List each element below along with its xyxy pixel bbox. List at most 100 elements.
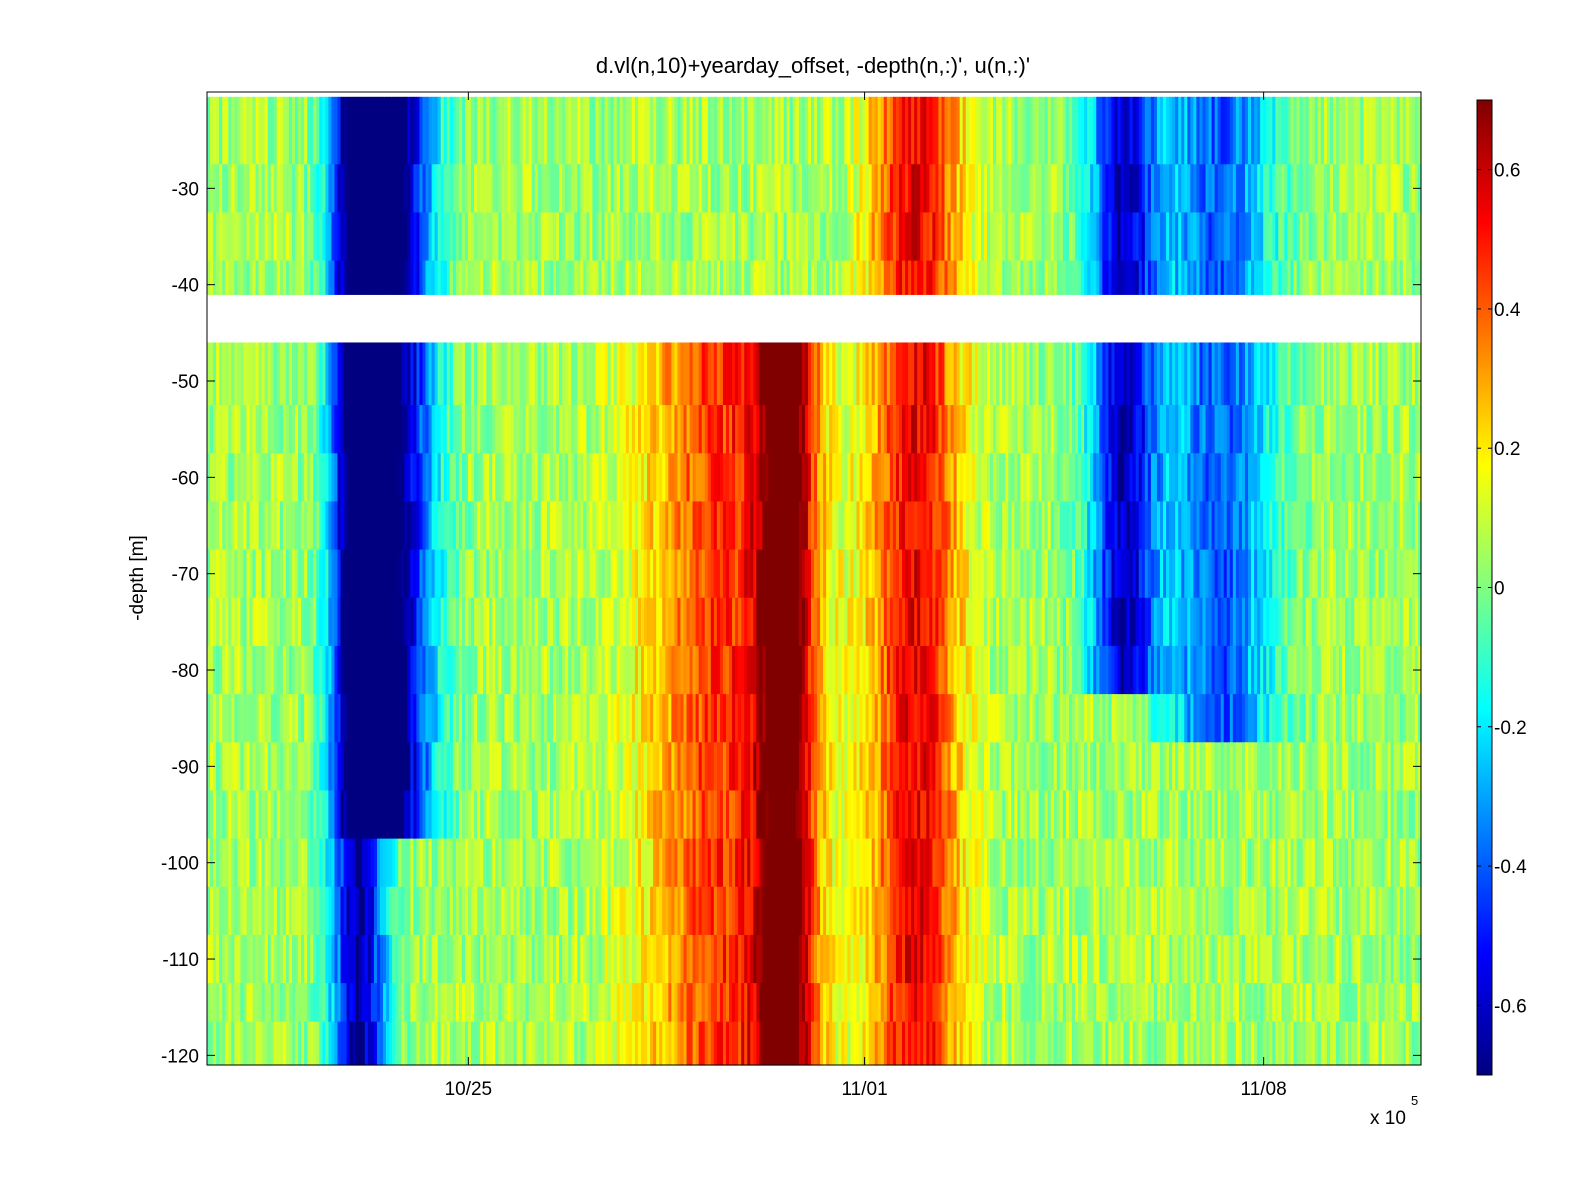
heatmap-cell (276, 934, 281, 984)
heatmap-cell (504, 260, 509, 295)
heatmap-cell (977, 838, 982, 888)
heatmap-cell (349, 934, 354, 984)
heatmap-cell (273, 934, 278, 984)
heatmap-cell (744, 549, 748, 599)
heatmap-cell (416, 212, 421, 262)
heatmap-cell (798, 260, 803, 295)
heatmap-cell (522, 212, 527, 262)
heatmap-cell (477, 453, 481, 503)
heatmap-cell (920, 501, 924, 551)
heatmap-cell (562, 405, 566, 454)
heatmap-cell (926, 742, 930, 792)
heatmap-cell (401, 96, 405, 165)
heatmap-cell (595, 790, 600, 840)
heatmap-cell (759, 886, 764, 936)
heatmap-cell (789, 838, 794, 888)
heatmap-cell (534, 597, 539, 647)
heatmap-cell (549, 212, 554, 262)
heatmap-cell (489, 1021, 493, 1066)
heatmap-cell (549, 453, 554, 503)
heatmap-cell (929, 342, 933, 406)
heatmap-cell (814, 694, 818, 743)
heatmap-cell (613, 164, 618, 214)
heatmap-cell (428, 983, 433, 1023)
heatmap-cell (789, 164, 794, 214)
heatmap-cell (528, 549, 533, 599)
heatmap-cell (383, 742, 387, 792)
heatmap-cell (619, 934, 624, 984)
heatmap-cell (316, 212, 320, 262)
heatmap-cell (914, 645, 918, 695)
heatmap-cell (674, 742, 679, 792)
heatmap-cell (446, 501, 451, 551)
heatmap-cell (213, 96, 217, 165)
heatmap-cell (613, 453, 618, 503)
heatmap-cell (677, 790, 682, 840)
heatmap-cell (917, 453, 921, 503)
heatmap-cell (410, 790, 414, 840)
heatmap-cell (668, 453, 672, 503)
heatmap-cell (871, 260, 876, 295)
heatmap-cell (328, 342, 333, 406)
heatmap-cell (817, 886, 821, 936)
heatmap-cell (701, 886, 706, 936)
heatmap-cell (686, 453, 691, 503)
heatmap-cell (959, 790, 964, 840)
heatmap-cell (789, 886, 794, 936)
heatmap-cell (807, 501, 812, 551)
heatmap-cell (674, 501, 679, 551)
heatmap-cell (398, 645, 402, 695)
heatmap-cell (410, 453, 414, 503)
heatmap-cell (865, 260, 870, 295)
heatmap-cell (537, 886, 542, 936)
heatmap-cell (571, 645, 575, 695)
heatmap-cell (507, 790, 512, 840)
heatmap-cell (844, 164, 848, 214)
heatmap-cell (571, 501, 575, 551)
heatmap-cell (334, 742, 339, 792)
heatmap-cell (929, 838, 933, 888)
heatmap-cell (832, 260, 836, 295)
heatmap-cell (562, 164, 566, 214)
heatmap-cell (780, 886, 785, 936)
heatmap-cell (983, 645, 988, 695)
heatmap-cell (498, 96, 502, 165)
heatmap-cell (968, 790, 973, 840)
heatmap-cell (477, 1021, 481, 1066)
heatmap-cell (525, 164, 530, 214)
heatmap-cell (738, 597, 742, 647)
heatmap-cell (589, 886, 594, 936)
heatmap-cell (346, 742, 351, 792)
heatmap-cell (738, 96, 742, 165)
heatmap-cell (710, 453, 715, 503)
heatmap-cell (361, 645, 366, 695)
heatmap-cell (647, 501, 651, 551)
heatmap-cell (380, 934, 384, 984)
heatmap-cell (225, 838, 229, 888)
heatmap-cell (267, 742, 272, 792)
heatmap-cell (428, 1021, 433, 1066)
heatmap-cell (380, 549, 384, 599)
heatmap-cell (480, 405, 484, 454)
heatmap-cell (386, 96, 390, 165)
heatmap-cell (971, 501, 976, 551)
heatmap-cell (996, 645, 1000, 695)
heatmap-cell (613, 694, 618, 743)
heatmap-cell (237, 549, 241, 599)
heatmap-cell (474, 549, 478, 599)
heatmap-cell (771, 742, 776, 792)
heatmap-cell (868, 838, 873, 888)
heatmap-cell (768, 597, 773, 647)
heatmap-cell (665, 501, 669, 551)
heatmap-cell (407, 164, 411, 214)
heatmap-cell (996, 886, 1000, 936)
heatmap-cell (844, 934, 848, 984)
heatmap-cell (898, 886, 903, 936)
heatmap-cell (574, 934, 578, 984)
heatmap-cell (817, 212, 821, 262)
heatmap-cell (974, 742, 979, 792)
heatmap-cell (765, 1021, 770, 1066)
heatmap-cell (668, 96, 672, 165)
heatmap-cell (234, 790, 238, 840)
heatmap-cell (349, 1021, 354, 1066)
